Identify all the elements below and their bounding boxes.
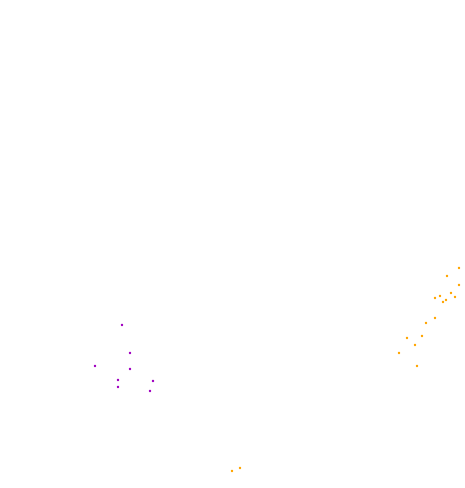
data-point xyxy=(444,298,448,302)
data-point xyxy=(128,351,132,355)
data-point xyxy=(415,364,419,368)
data-point xyxy=(128,367,132,371)
data-point xyxy=(405,336,409,340)
data-point xyxy=(93,364,97,368)
data-point xyxy=(116,385,120,389)
data-point xyxy=(424,321,428,325)
data-point xyxy=(441,300,445,304)
data-point xyxy=(445,274,449,278)
data-point xyxy=(397,351,401,355)
data-point xyxy=(438,294,442,298)
data-point xyxy=(457,283,461,287)
data-point xyxy=(238,466,242,470)
data-point xyxy=(433,316,437,320)
data-point xyxy=(449,291,453,295)
data-point xyxy=(148,389,152,393)
data-point xyxy=(433,296,437,300)
data-point xyxy=(230,469,234,473)
data-point xyxy=(120,323,124,327)
data-point xyxy=(151,379,155,383)
data-point xyxy=(116,378,120,382)
data-point xyxy=(413,343,417,347)
data-point xyxy=(453,295,457,299)
data-point xyxy=(457,266,461,270)
data-point xyxy=(420,334,424,338)
